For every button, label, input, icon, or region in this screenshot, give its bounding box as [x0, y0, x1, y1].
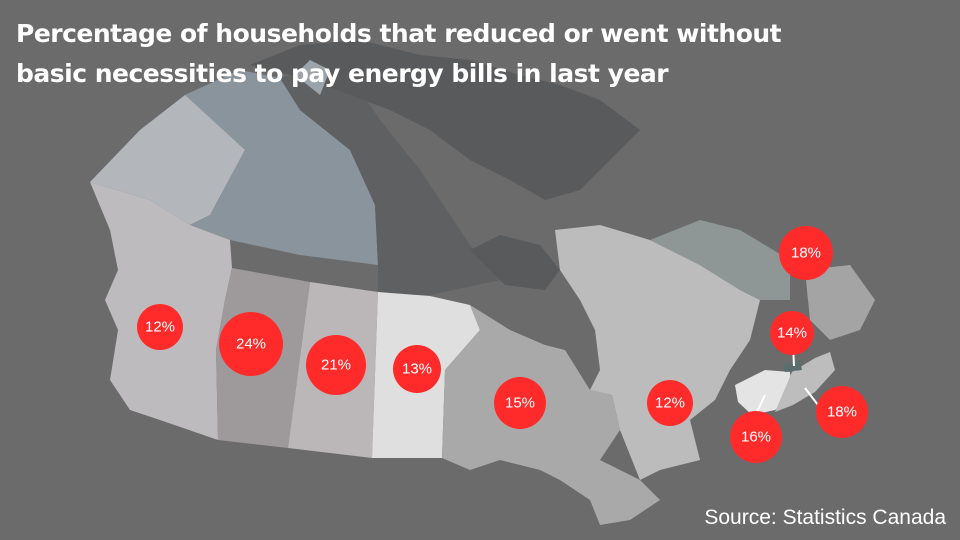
- new-brunswick-value: 16%: [741, 429, 771, 446]
- quebec-value: 12%: [655, 395, 685, 412]
- bubble-prince-edward-island: 14%: [770, 311, 814, 355]
- prince-edward-island-value: 14%: [777, 325, 807, 342]
- nunavut-region: [280, 65, 500, 295]
- arctic-islands: [250, 40, 640, 200]
- nova-scotia-leader-line: [804, 387, 819, 406]
- map-title: Percentage of households that reduced or…: [16, 19, 782, 88]
- nova-scotia-value: 18%: [827, 404, 857, 421]
- bubble-british-columbia: 12%: [137, 304, 183, 350]
- ontario-region: [442, 305, 660, 525]
- hudson-bay-islands: [470, 235, 560, 290]
- newfoundland-region: [805, 265, 875, 340]
- bubble-nova-scotia: 18%: [816, 386, 868, 438]
- bubble-newfoundland-and-labrador: 18%: [779, 226, 833, 280]
- bubble-ontario: 15%: [494, 377, 546, 429]
- newfoundland-and-labrador-value: 18%: [791, 245, 821, 262]
- source-credit: Source: Statistics Canada: [704, 506, 946, 529]
- british-columbia-value: 12%: [145, 319, 175, 336]
- new-brunswick-region: [735, 370, 792, 415]
- saskatchewan-value: 21%: [321, 357, 351, 374]
- northwest-territories-region: [185, 70, 378, 265]
- arctic-islands-light: [295, 60, 330, 95]
- prince-edward-island-region: [783, 360, 802, 372]
- bubble-saskatchewan: 21%: [306, 335, 366, 395]
- bubble-new-brunswick: 16%: [730, 411, 782, 463]
- bubble-quebec: 12%: [647, 380, 693, 426]
- alberta-value: 24%: [236, 336, 266, 353]
- manitoba-value: 13%: [402, 361, 432, 378]
- nova-scotia-region: [775, 352, 835, 412]
- quebec-region: [555, 225, 760, 480]
- labrador-region: [650, 220, 790, 300]
- bubble-alberta: 24%: [219, 312, 283, 376]
- ontario-value: 15%: [505, 395, 535, 412]
- bubble-manitoba: 13%: [393, 345, 441, 393]
